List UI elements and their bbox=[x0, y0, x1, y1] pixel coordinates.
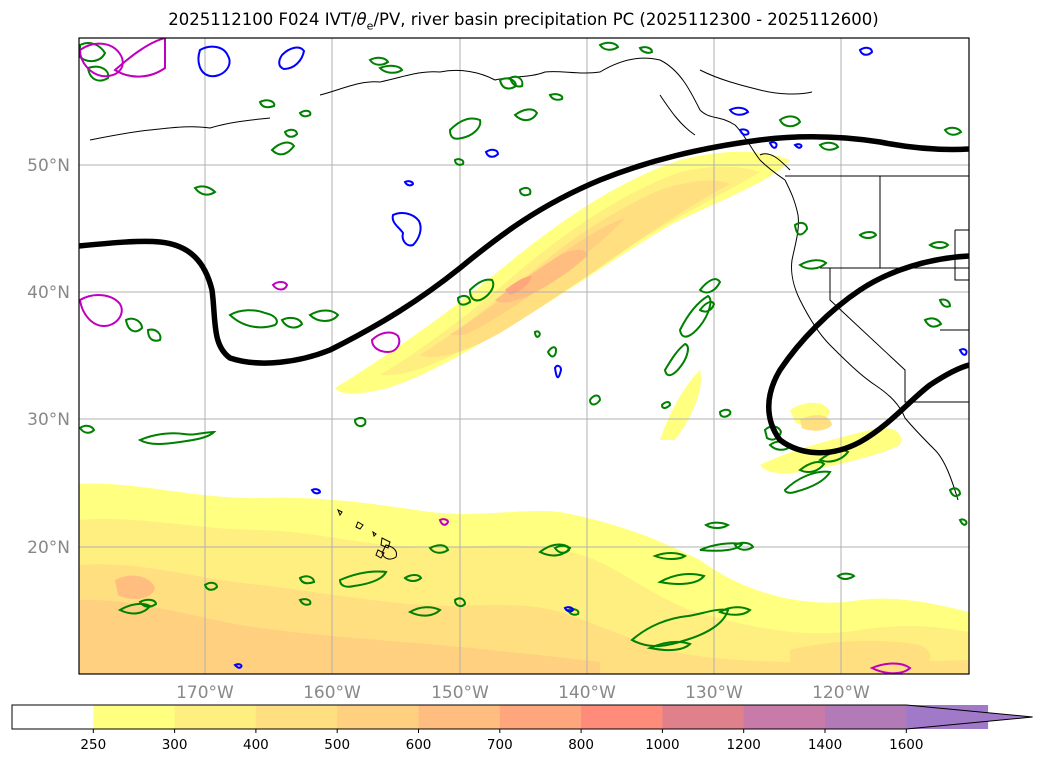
colorbar-swatch bbox=[255, 705, 338, 729]
title-theta-sub: e bbox=[366, 19, 374, 33]
colorbar-tick-label: 250 bbox=[80, 737, 106, 753]
colorbar-tick-label: 1000 bbox=[645, 737, 679, 753]
lon-label: 160°W bbox=[303, 683, 361, 703]
lon-axis: 170°W 160°W 150°W 140°W 130°W 120°W bbox=[176, 683, 870, 703]
blue-contours bbox=[197, 45, 968, 669]
lon-label: 150°W bbox=[431, 683, 489, 703]
colorbar-swatch bbox=[662, 705, 745, 729]
colorbar-swatch bbox=[174, 705, 257, 729]
map-frame bbox=[78, 37, 970, 675]
colorbar-swatches bbox=[11, 704, 1033, 730]
colorbar-tick-label: 600 bbox=[406, 737, 432, 753]
magenta-contours bbox=[79, 38, 912, 674]
lat-label: 50°N bbox=[27, 156, 70, 176]
colorbar-labels: 250 300 400 500 600 700 800 1000 1200 1400 1600 bbox=[80, 729, 923, 753]
graticule bbox=[79, 38, 969, 674]
colorbar-outline bbox=[11, 704, 1033, 730]
lon-label: 170°W bbox=[176, 683, 234, 703]
colorbar-tick-label: 1400 bbox=[808, 737, 842, 753]
map-title: 2025112100 F024 IVT/θe/PV, river basin p… bbox=[0, 10, 1047, 32]
colorbar-tick-label: 500 bbox=[324, 737, 350, 753]
colorbar-swatch bbox=[93, 705, 176, 729]
colorbar-swatch bbox=[12, 705, 94, 729]
colorbar-swatch bbox=[581, 705, 663, 729]
colorbar-tick-label: 700 bbox=[487, 737, 513, 753]
hawaii-islands bbox=[337, 508, 397, 560]
green-contours bbox=[79, 41, 968, 652]
colorbar-tick-label: 300 bbox=[162, 737, 188, 753]
lon-label: 130°W bbox=[685, 683, 743, 703]
colorbar-swatch bbox=[337, 705, 419, 729]
ivt-shading-south bbox=[79, 483, 969, 674]
map-content bbox=[79, 38, 969, 674]
ivt-shading-river bbox=[335, 151, 901, 474]
lon-label: 140°W bbox=[558, 683, 616, 703]
title-suffix: /PV, river basin precipitation PC (20251… bbox=[373, 10, 879, 29]
colorbar-swatch bbox=[825, 705, 907, 729]
lat-label: 20°N bbox=[27, 538, 70, 558]
colorbar-tick-label: 1200 bbox=[727, 737, 761, 753]
colorbar-extend-arrow bbox=[906, 705, 1033, 729]
title-theta: θ bbox=[356, 10, 367, 29]
colorbar-tick-label: 400 bbox=[243, 737, 269, 753]
theta-e-contours bbox=[79, 134, 969, 456]
colorbar-swatch bbox=[499, 705, 582, 729]
colorbar-tick-label: 800 bbox=[568, 737, 594, 753]
lat-axis: 50°N 40°N 30°N 20°N bbox=[27, 156, 70, 558]
lat-label: 30°N bbox=[27, 410, 70, 430]
title-prefix: 2025112100 F024 IVT/ bbox=[168, 10, 357, 29]
lon-label: 120°W bbox=[812, 683, 870, 703]
colorbar-swatch bbox=[743, 705, 826, 729]
lat-label: 40°N bbox=[27, 283, 70, 303]
colorbar-swatch bbox=[418, 705, 501, 729]
colorbar-tick-label: 1600 bbox=[889, 737, 923, 753]
